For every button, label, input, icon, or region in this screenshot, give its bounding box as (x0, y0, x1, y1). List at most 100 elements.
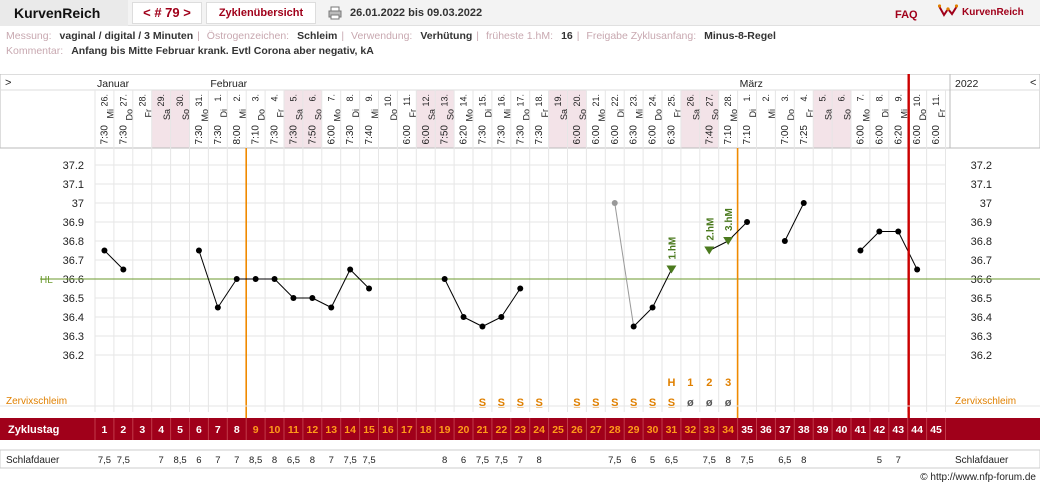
temperature-point (347, 266, 354, 273)
day-number: 10. (912, 94, 922, 107)
weekday-label: Di (483, 109, 493, 118)
cycle-day-number: 27 (590, 424, 602, 436)
temperature-segment (198, 250, 219, 308)
temperature-point (479, 323, 486, 330)
day-number: 8. (874, 94, 884, 102)
cycle-navigator[interactable]: < # 79 > (132, 2, 202, 24)
measure-time: 6:30 (666, 125, 677, 145)
faq-link[interactable]: FAQ (895, 9, 918, 21)
measure-time: 7:00 (780, 125, 791, 145)
temperature-segment (274, 278, 294, 299)
measure-time: 7:40 (704, 125, 715, 145)
y-tick-label-right: 36.6 (971, 274, 992, 286)
day-number: 2. (761, 94, 771, 102)
y-tick-label: 36.5 (63, 293, 84, 305)
temperature-point (328, 304, 335, 311)
weekday-label: Fr (672, 109, 682, 118)
day-number: 21. (591, 94, 601, 107)
day-number: 4. (270, 94, 280, 102)
y-tick-label-right: 36.8 (971, 236, 992, 248)
sleep-value: 7 (518, 455, 523, 466)
measure-time: 7:30 (345, 125, 356, 145)
temperature-point (101, 247, 108, 254)
cycle-day-label: Zyklustag (8, 424, 59, 436)
weekend-shade (151, 90, 171, 148)
temperature-point (290, 295, 297, 301)
temperature-segment (860, 231, 880, 251)
temperature-point (800, 200, 807, 206)
cycle-day-number: 17 (401, 424, 413, 436)
weekend-shade (832, 90, 851, 148)
sleep-value: 6 (196, 455, 201, 466)
month-label: Januar (97, 78, 130, 90)
sleep-value: 7 (329, 455, 334, 466)
sleep-value: 8 (726, 455, 731, 466)
peak-label: 2 (706, 377, 712, 389)
weekday-label: Sa (824, 109, 834, 120)
day-number: 30. (175, 94, 185, 107)
comment-key: Kommentar: (6, 45, 64, 57)
weekend-shade (548, 90, 568, 148)
nav-prev-button[interactable]: > (5, 77, 11, 89)
day-number: 3. (780, 94, 790, 102)
y-tick-label-right: 37 (980, 198, 992, 210)
temperature-point (611, 200, 618, 206)
cycle-overview-link[interactable]: Zyklenübersicht (206, 2, 316, 24)
sleep-value: 8 (310, 455, 315, 466)
weekday-label: Fr (143, 109, 153, 118)
month-label: März (740, 78, 763, 90)
cycle-day-number: 32 (685, 424, 697, 436)
weekday-label: Mo (597, 109, 607, 122)
cycle-day-number: 36 (760, 424, 772, 436)
measure-time: 6:00 (648, 125, 659, 145)
weekday-label: Di (748, 109, 758, 118)
temperature-segment (482, 316, 502, 327)
cycle-day-number: 12 (307, 424, 319, 436)
temperature-segment (217, 278, 238, 308)
cycle-day-number: 31 (666, 424, 678, 436)
hm-marker (704, 246, 715, 255)
weekday-label: Sa (427, 109, 437, 120)
y-tick-label: 37 (72, 198, 84, 210)
measure-time: 6:00 (610, 125, 621, 145)
cycle-day-number: 45 (930, 424, 942, 436)
hm-label: 3.hM (724, 208, 735, 231)
weekday-label: Do (389, 109, 399, 121)
sleep-value: 7 (159, 455, 164, 466)
cycle-day-number: 34 (722, 424, 734, 436)
measure-time: 7:30 (534, 125, 545, 145)
kurvenreich-logo-icon[interactable] (938, 3, 958, 19)
sleep-value: 6 (631, 455, 636, 466)
weekday-label: So (313, 109, 323, 120)
day-number: 7. (855, 94, 865, 102)
cervix-mark: ø (706, 397, 713, 409)
weekday-label: Di (880, 109, 890, 118)
cycle-day-number: 37 (779, 424, 791, 436)
day-number: 11. (931, 94, 941, 106)
cycle-day-number: 33 (703, 424, 715, 436)
cycle-day-number: 16 (382, 424, 394, 436)
temperature-point (857, 247, 864, 254)
sleep-value: 6,5 (665, 455, 678, 466)
sleep-value: 7,5 (608, 455, 621, 466)
sleep-value: 7 (234, 455, 239, 466)
cycle-day-number: 10 (269, 424, 281, 436)
day-number: 27. (704, 94, 714, 107)
meta-key: früheste 1.hM: (485, 30, 554, 42)
print-icon[interactable] (328, 6, 342, 20)
y-tick-label: 36.8 (63, 236, 84, 248)
cycle-day-number: 3 (139, 424, 145, 436)
cycle-day-number: 24 (533, 424, 545, 436)
peak-label: H (667, 377, 675, 389)
weekday-label: Do (654, 109, 664, 121)
measure-time: 7:40 (364, 125, 375, 145)
measure-time: 7:30 (288, 125, 299, 145)
nav-next-button[interactable]: < (1030, 77, 1036, 89)
day-number: 28. (723, 94, 733, 107)
logo-text[interactable]: KurvenReich (962, 7, 1024, 18)
cervix-mark: S̲ (649, 397, 657, 409)
day-number: 2. (232, 94, 242, 102)
sleep-value: 7,5 (495, 455, 508, 466)
weekday-label: Fr (937, 109, 947, 118)
day-number: 9. (364, 94, 374, 102)
